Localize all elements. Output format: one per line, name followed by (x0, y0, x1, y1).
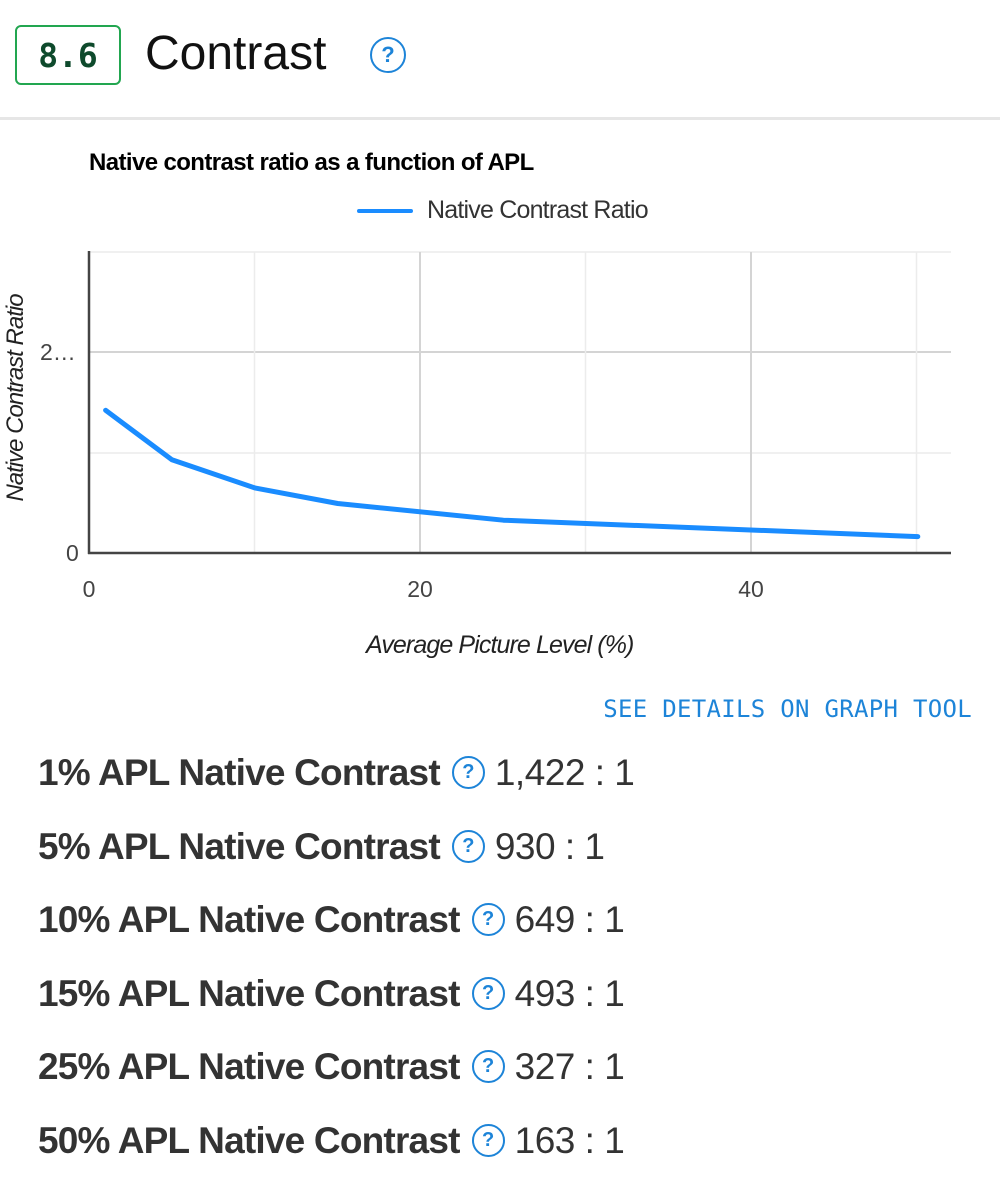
metric-value: 493 : 1 (515, 973, 625, 1015)
help-icon[interactable]: ? (472, 1050, 505, 1083)
metric-label: 1% APL Native Contrast (38, 752, 440, 794)
series-line-native-contrast[interactable] (106, 410, 918, 536)
metric-row: 15% APL Native Contrast ? 493 : 1 (38, 973, 634, 1047)
help-icon[interactable]: ? (472, 903, 505, 936)
help-icon[interactable]: ? (472, 977, 505, 1010)
help-icon[interactable]: ? (452, 830, 485, 863)
metric-value: 930 : 1 (495, 826, 605, 868)
y-tick-label: 2… (40, 339, 76, 366)
metric-row: 25% APL Native Contrast ? 327 : 1 (38, 1046, 634, 1120)
help-icon[interactable]: ? (452, 756, 485, 789)
x-tick-label: 40 (738, 576, 764, 603)
metric-value: 327 : 1 (515, 1046, 625, 1088)
metric-label: 10% APL Native Contrast (38, 899, 460, 941)
metric-value: 163 : 1 (515, 1120, 625, 1162)
metric-row: 5% APL Native Contrast ? 930 : 1 (38, 826, 634, 900)
see-details-graph-tool-link[interactable]: SEE DETAILS ON GRAPH TOOL (603, 695, 972, 723)
x-tick-label: 20 (407, 576, 433, 603)
metric-label: 5% APL Native Contrast (38, 826, 440, 868)
metric-row: 50% APL Native Contrast ? 163 : 1 (38, 1120, 634, 1193)
metric-value: 1,422 : 1 (495, 752, 635, 794)
line-chart (0, 0, 1000, 620)
metric-row: 1% APL Native Contrast ? 1,422 : 1 (38, 752, 634, 826)
metrics-list: 1% APL Native Contrast ? 1,422 : 1 5% AP… (38, 752, 634, 1193)
gridlines (89, 252, 951, 553)
help-icon[interactable]: ? (472, 1124, 505, 1157)
x-axis-title: Average Picture Level (%) (366, 631, 633, 660)
metric-row: 10% APL Native Contrast ? 649 : 1 (38, 899, 634, 973)
metric-label: 25% APL Native Contrast (38, 1046, 460, 1088)
x-tick-label: 0 (83, 576, 96, 603)
metric-label: 50% APL Native Contrast (38, 1120, 460, 1162)
y-tick-label: 0 (66, 540, 79, 567)
metric-value: 649 : 1 (515, 899, 625, 941)
y-axis-title: Native Contrast Ratio (2, 270, 30, 526)
metric-label: 15% APL Native Contrast (38, 973, 460, 1015)
